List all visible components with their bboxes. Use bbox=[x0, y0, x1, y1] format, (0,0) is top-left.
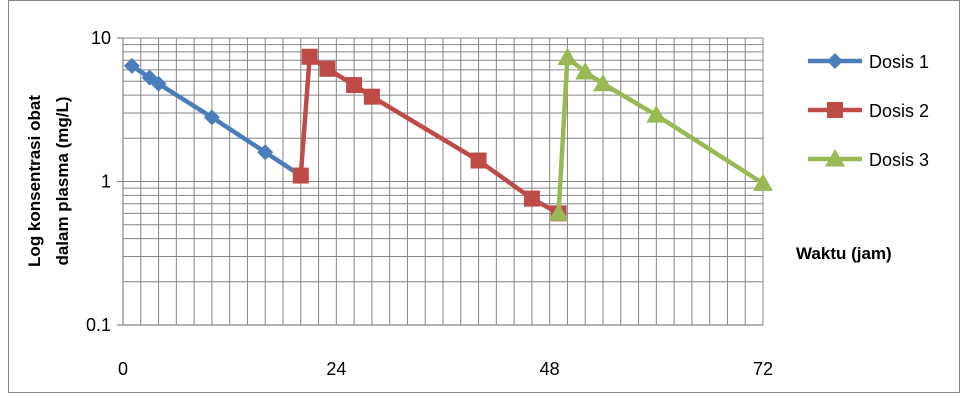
data-point-dosis-2 bbox=[470, 152, 487, 169]
data-point-dosis-2 bbox=[523, 190, 540, 207]
data-point-dosis-3 bbox=[548, 203, 569, 221]
x-axis-title: Waktu (jam) bbox=[796, 244, 892, 263]
y-tick-label: 0.1 bbox=[86, 315, 111, 335]
series-layer bbox=[123, 47, 773, 222]
x-tick-label: 48 bbox=[540, 359, 560, 379]
legend-marker-dosis-2 bbox=[827, 102, 843, 118]
legend: Dosis 1 Dosis 2 Dosis 3 bbox=[808, 52, 929, 170]
grid bbox=[122, 37, 764, 326]
legend-marker-dosis-3 bbox=[825, 149, 845, 167]
y-axis-title-line-1: Log konsentrasi obat bbox=[25, 95, 44, 267]
data-point-dosis-2 bbox=[301, 48, 318, 65]
legend-label-dosis-1: Dosis 1 bbox=[869, 52, 929, 72]
data-point-dosis-2 bbox=[292, 167, 309, 184]
y-axis-title-line-2: dalam plasma (mg/L) bbox=[53, 96, 72, 265]
data-point-dosis-3 bbox=[753, 173, 773, 191]
data-point-dosis-1 bbox=[123, 57, 140, 74]
data-point-dosis-3 bbox=[593, 73, 613, 92]
y-tick-label: 1 bbox=[101, 172, 111, 192]
data-point-dosis-1 bbox=[203, 109, 220, 126]
x-tick-label: 0 bbox=[118, 359, 128, 379]
legend-label-dosis-2: Dosis 2 bbox=[869, 101, 929, 121]
axes: 0.1 1 10 0 24 48 72 bbox=[86, 28, 773, 379]
x-tick-label: 72 bbox=[753, 359, 773, 379]
data-point-dosis-3 bbox=[575, 61, 596, 80]
data-point-dosis-2 bbox=[363, 88, 380, 105]
data-point-dosis-1 bbox=[257, 144, 274, 161]
data-point-dosis-2 bbox=[319, 60, 336, 77]
data-point-dosis-3 bbox=[557, 47, 578, 66]
axis-labels: Waktu (jam) Log konsentrasi obat dalam pla… bbox=[25, 95, 892, 267]
legend-label-dosis-3: Dosis 3 bbox=[869, 150, 929, 170]
data-point-dosis-3 bbox=[646, 105, 667, 123]
chart-frame bbox=[8, 0, 960, 393]
x-tick-label: 24 bbox=[326, 359, 346, 379]
data-point-dosis-2 bbox=[346, 77, 363, 94]
data-point-dosis-1 bbox=[150, 75, 167, 92]
series-line-dosis-2 bbox=[298, 54, 560, 216]
legend-marker-dosis-1 bbox=[827, 53, 843, 69]
y-tick-label: 10 bbox=[91, 28, 111, 48]
